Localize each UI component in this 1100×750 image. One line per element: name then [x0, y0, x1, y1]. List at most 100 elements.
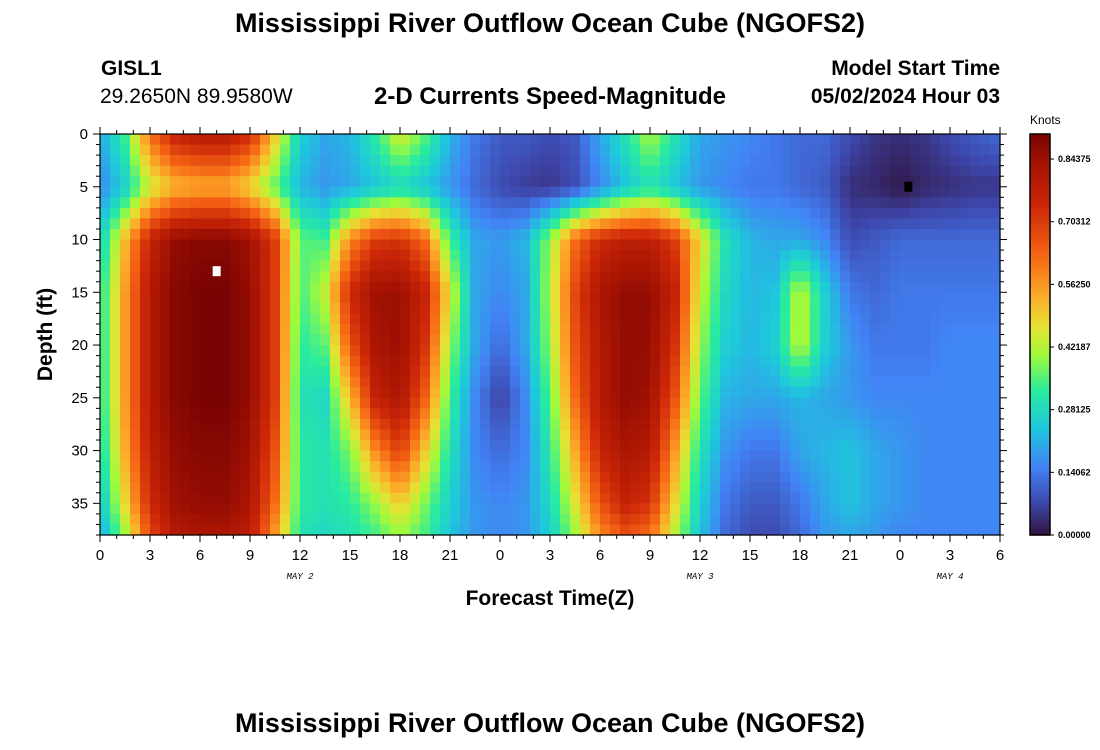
heatmap-cell — [700, 313, 711, 325]
heatmap-cell — [420, 144, 431, 156]
heatmap-cell — [790, 355, 801, 367]
heatmap-cell — [610, 302, 621, 314]
heatmap-cell — [390, 492, 401, 504]
heatmap-cell — [170, 239, 181, 251]
heatmap-cell — [210, 440, 221, 452]
colorbar-segment — [1030, 234, 1050, 239]
heatmap-cell — [440, 155, 451, 167]
heatmap-cell — [150, 355, 161, 367]
heatmap-cell — [490, 492, 501, 504]
station-id: GISL1 — [101, 57, 162, 80]
heatmap-cell — [440, 524, 451, 536]
heatmap-cell — [120, 134, 131, 146]
heatmap-cell — [410, 450, 421, 462]
heatmap-cell — [590, 228, 601, 241]
heatmap-cell — [850, 186, 861, 198]
heatmap-cell — [160, 429, 171, 441]
heatmap-cell — [580, 503, 591, 515]
colorbar-segment — [1030, 154, 1050, 158]
heatmap-cell — [440, 323, 451, 336]
heatmap-cell — [740, 461, 751, 473]
heatmap-cell — [750, 376, 761, 388]
heatmap-cell — [760, 450, 771, 462]
heatmap-cell — [550, 228, 561, 241]
heatmap-cell — [330, 302, 341, 314]
heatmap-cell — [130, 218, 141, 230]
heatmap-cell — [860, 355, 871, 367]
heatmap-cell — [970, 482, 981, 494]
heatmap-cell — [220, 397, 231, 409]
heatmap-cell — [400, 524, 411, 536]
heatmap-cell — [460, 482, 471, 494]
heatmap-cell — [950, 513, 961, 526]
heatmap-cell — [610, 323, 621, 336]
heatmap-cell — [330, 450, 341, 462]
heatmap-cell — [710, 207, 721, 220]
heatmap-cell — [290, 313, 301, 325]
heatmap-cell — [640, 355, 651, 367]
heatmap-cell — [580, 281, 591, 293]
heatmap-cell — [920, 228, 931, 241]
heatmap-cell — [390, 440, 401, 452]
heatmap-cell — [800, 418, 811, 431]
heatmap-cell — [220, 250, 231, 262]
heatmap-cell — [180, 292, 191, 304]
heatmap-cell — [850, 461, 861, 473]
heatmap-cell — [690, 492, 701, 504]
heatmap-cell — [300, 429, 311, 441]
heatmap-cell — [760, 155, 771, 167]
heatmap-cell — [560, 260, 571, 272]
heatmap-cell — [150, 292, 161, 304]
heatmap-cell — [910, 450, 921, 462]
heatmap-cell — [780, 503, 791, 515]
heatmap-cell — [250, 239, 261, 251]
heatmap-cell — [460, 260, 471, 272]
heatmap-cell — [290, 271, 301, 283]
heatmap-cell — [860, 228, 871, 241]
heatmap-cell — [290, 355, 301, 367]
heatmap-cell — [790, 366, 801, 378]
heatmap-cell — [660, 313, 671, 325]
colorbar-segment — [1030, 327, 1050, 332]
heatmap-cell — [550, 408, 561, 420]
heatmap-cell — [730, 197, 741, 209]
heatmap-cell — [190, 134, 201, 146]
heatmap-cell — [930, 186, 941, 198]
heatmap-cell — [140, 239, 151, 251]
heatmap-cell — [490, 218, 501, 230]
heatmap-cell — [310, 471, 321, 483]
heatmap-cell — [350, 376, 361, 388]
heatmap-cell — [570, 418, 581, 431]
heatmap-cell — [100, 207, 111, 220]
heatmap-cell — [190, 524, 201, 536]
heatmap-cell — [300, 440, 311, 452]
heatmap-cell — [470, 313, 481, 325]
heatmap-cell — [210, 376, 221, 388]
heatmap-cell — [640, 281, 651, 293]
heatmap-cell — [300, 334, 311, 346]
heatmap-cell — [110, 440, 121, 452]
heatmap-cell — [350, 207, 361, 220]
heatmap-cell — [610, 250, 621, 262]
heatmap-cell — [230, 513, 241, 526]
heatmap-cell — [520, 144, 531, 156]
heatmap-cell — [910, 366, 921, 378]
heatmap-cell — [160, 440, 171, 452]
heatmap-cell — [630, 471, 641, 483]
heatmap-cell — [910, 186, 921, 198]
heatmap-cell — [520, 165, 531, 177]
heatmap-cell — [380, 429, 391, 441]
heatmap-cell — [730, 524, 741, 536]
heatmap-cell — [100, 281, 111, 293]
heatmap-cell — [870, 503, 881, 515]
colorbar-segment — [1030, 344, 1050, 349]
heatmap-cell — [390, 376, 401, 388]
heatmap-cell — [720, 260, 731, 272]
heatmap-cell — [470, 345, 481, 357]
heatmap-cell — [210, 313, 221, 325]
heatmap-cell — [460, 134, 471, 146]
heatmap-cell — [610, 292, 621, 304]
heatmap-cell — [610, 513, 621, 526]
heatmap-cell — [530, 228, 541, 241]
heatmap-cell — [700, 323, 711, 336]
